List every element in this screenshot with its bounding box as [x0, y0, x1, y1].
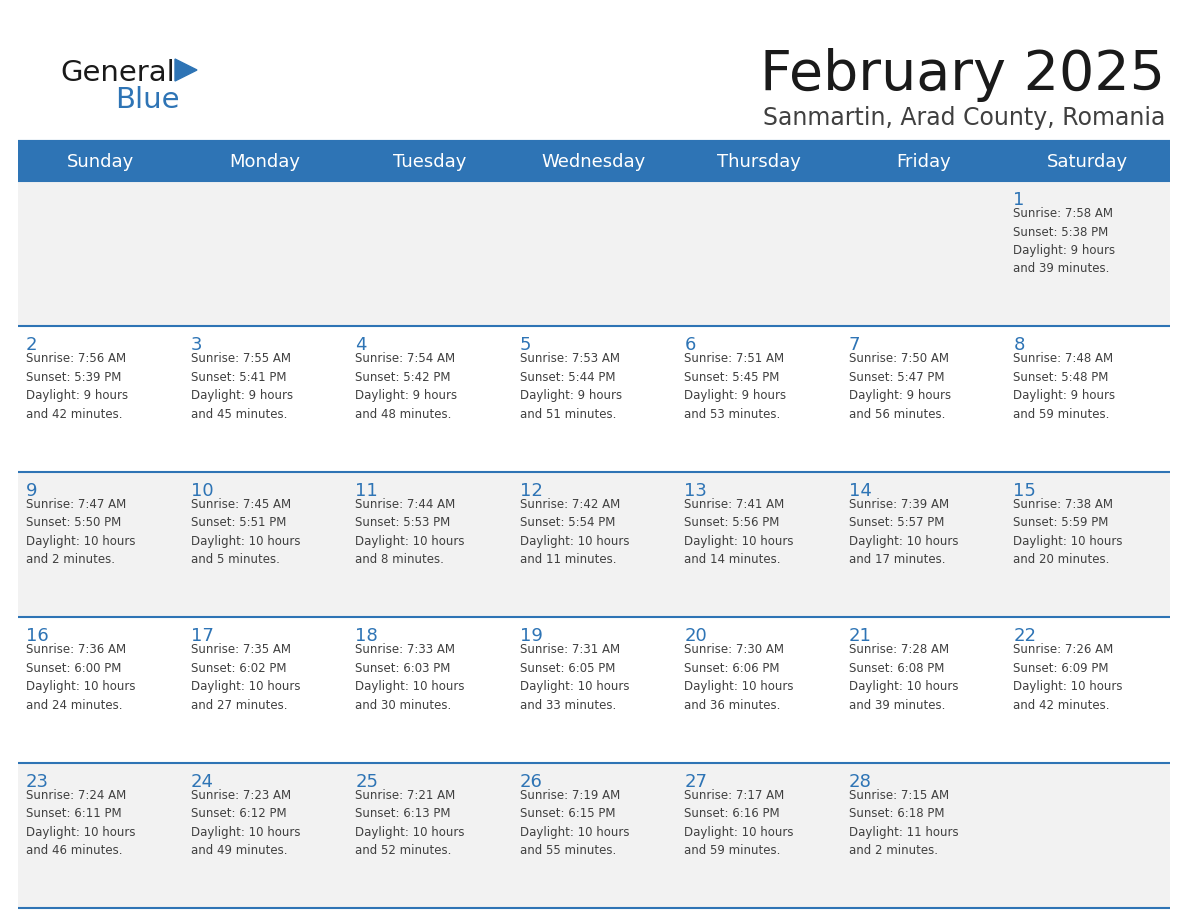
Text: Sunrise: 7:45 AM
Sunset: 5:51 PM
Daylight: 10 hours
and 5 minutes.: Sunrise: 7:45 AM Sunset: 5:51 PM Dayligh…: [190, 498, 301, 566]
Text: Sunrise: 7:42 AM
Sunset: 5:54 PM
Daylight: 10 hours
and 11 minutes.: Sunrise: 7:42 AM Sunset: 5:54 PM Dayligh…: [519, 498, 630, 566]
Text: Sunrise: 7:44 AM
Sunset: 5:53 PM
Daylight: 10 hours
and 8 minutes.: Sunrise: 7:44 AM Sunset: 5:53 PM Dayligh…: [355, 498, 465, 566]
Text: 2: 2: [26, 336, 38, 354]
Text: 4: 4: [355, 336, 367, 354]
Text: 28: 28: [849, 773, 872, 790]
Text: 20: 20: [684, 627, 707, 645]
Text: Sunrise: 7:53 AM
Sunset: 5:44 PM
Daylight: 9 hours
and 51 minutes.: Sunrise: 7:53 AM Sunset: 5:44 PM Dayligh…: [519, 353, 621, 420]
Text: Sunrise: 7:24 AM
Sunset: 6:11 PM
Daylight: 10 hours
and 46 minutes.: Sunrise: 7:24 AM Sunset: 6:11 PM Dayligh…: [26, 789, 135, 857]
Text: 10: 10: [190, 482, 213, 499]
Text: 21: 21: [849, 627, 872, 645]
Text: 6: 6: [684, 336, 696, 354]
Text: Sunrise: 7:58 AM
Sunset: 5:38 PM
Daylight: 9 hours
and 39 minutes.: Sunrise: 7:58 AM Sunset: 5:38 PM Dayligh…: [1013, 207, 1116, 275]
Text: 7: 7: [849, 336, 860, 354]
Text: 3: 3: [190, 336, 202, 354]
Text: Friday: Friday: [896, 153, 950, 171]
Text: 19: 19: [519, 627, 543, 645]
Text: Sunrise: 7:21 AM
Sunset: 6:13 PM
Daylight: 10 hours
and 52 minutes.: Sunrise: 7:21 AM Sunset: 6:13 PM Dayligh…: [355, 789, 465, 857]
Text: Sunrise: 7:26 AM
Sunset: 6:09 PM
Daylight: 10 hours
and 42 minutes.: Sunrise: 7:26 AM Sunset: 6:09 PM Dayligh…: [1013, 644, 1123, 711]
Text: 13: 13: [684, 482, 707, 499]
Text: 12: 12: [519, 482, 543, 499]
Text: Monday: Monday: [229, 153, 301, 171]
Text: Sunrise: 7:15 AM
Sunset: 6:18 PM
Daylight: 11 hours
and 2 minutes.: Sunrise: 7:15 AM Sunset: 6:18 PM Dayligh…: [849, 789, 959, 857]
Bar: [18, 763, 1170, 908]
Text: Sunrise: 7:55 AM
Sunset: 5:41 PM
Daylight: 9 hours
and 45 minutes.: Sunrise: 7:55 AM Sunset: 5:41 PM Dayligh…: [190, 353, 292, 420]
Text: Sanmartin, Arad County, Romania: Sanmartin, Arad County, Romania: [763, 106, 1165, 130]
Text: 5: 5: [519, 336, 531, 354]
Text: Sunrise: 7:38 AM
Sunset: 5:59 PM
Daylight: 10 hours
and 20 minutes.: Sunrise: 7:38 AM Sunset: 5:59 PM Dayligh…: [1013, 498, 1123, 566]
Text: Sunrise: 7:54 AM
Sunset: 5:42 PM
Daylight: 9 hours
and 48 minutes.: Sunrise: 7:54 AM Sunset: 5:42 PM Dayligh…: [355, 353, 457, 420]
Text: Sunrise: 7:50 AM
Sunset: 5:47 PM
Daylight: 9 hours
and 56 minutes.: Sunrise: 7:50 AM Sunset: 5:47 PM Dayligh…: [849, 353, 950, 420]
Bar: [18, 472, 1170, 617]
Text: Tuesday: Tuesday: [393, 153, 466, 171]
Text: Sunday: Sunday: [67, 153, 134, 171]
Bar: [18, 143, 1170, 181]
Text: Sunrise: 7:23 AM
Sunset: 6:12 PM
Daylight: 10 hours
and 49 minutes.: Sunrise: 7:23 AM Sunset: 6:12 PM Dayligh…: [190, 789, 301, 857]
Bar: [18, 617, 1170, 763]
Text: Sunrise: 7:33 AM
Sunset: 6:03 PM
Daylight: 10 hours
and 30 minutes.: Sunrise: 7:33 AM Sunset: 6:03 PM Dayligh…: [355, 644, 465, 711]
Text: Sunrise: 7:35 AM
Sunset: 6:02 PM
Daylight: 10 hours
and 27 minutes.: Sunrise: 7:35 AM Sunset: 6:02 PM Dayligh…: [190, 644, 301, 711]
Text: Sunrise: 7:31 AM
Sunset: 6:05 PM
Daylight: 10 hours
and 33 minutes.: Sunrise: 7:31 AM Sunset: 6:05 PM Dayligh…: [519, 644, 630, 711]
Text: Sunrise: 7:39 AM
Sunset: 5:57 PM
Daylight: 10 hours
and 17 minutes.: Sunrise: 7:39 AM Sunset: 5:57 PM Dayligh…: [849, 498, 959, 566]
Text: 26: 26: [519, 773, 543, 790]
Text: Sunrise: 7:51 AM
Sunset: 5:45 PM
Daylight: 9 hours
and 53 minutes.: Sunrise: 7:51 AM Sunset: 5:45 PM Dayligh…: [684, 353, 786, 420]
Text: 14: 14: [849, 482, 872, 499]
Text: 16: 16: [26, 627, 49, 645]
Text: Sunrise: 7:36 AM
Sunset: 6:00 PM
Daylight: 10 hours
and 24 minutes.: Sunrise: 7:36 AM Sunset: 6:00 PM Dayligh…: [26, 644, 135, 711]
Text: February 2025: February 2025: [760, 48, 1165, 102]
Text: Sunrise: 7:48 AM
Sunset: 5:48 PM
Daylight: 9 hours
and 59 minutes.: Sunrise: 7:48 AM Sunset: 5:48 PM Dayligh…: [1013, 353, 1116, 420]
Text: 8: 8: [1013, 336, 1025, 354]
Text: Thursday: Thursday: [716, 153, 801, 171]
Text: 23: 23: [26, 773, 49, 790]
Text: 15: 15: [1013, 482, 1036, 499]
Text: 22: 22: [1013, 627, 1036, 645]
Text: Sunrise: 7:28 AM
Sunset: 6:08 PM
Daylight: 10 hours
and 39 minutes.: Sunrise: 7:28 AM Sunset: 6:08 PM Dayligh…: [849, 644, 959, 711]
Text: 18: 18: [355, 627, 378, 645]
Text: 25: 25: [355, 773, 378, 790]
Text: 9: 9: [26, 482, 38, 499]
Polygon shape: [175, 59, 197, 81]
Text: General: General: [61, 59, 175, 87]
Text: Sunrise: 7:41 AM
Sunset: 5:56 PM
Daylight: 10 hours
and 14 minutes.: Sunrise: 7:41 AM Sunset: 5:56 PM Dayligh…: [684, 498, 794, 566]
Text: Saturday: Saturday: [1047, 153, 1129, 171]
Text: Sunrise: 7:30 AM
Sunset: 6:06 PM
Daylight: 10 hours
and 36 minutes.: Sunrise: 7:30 AM Sunset: 6:06 PM Dayligh…: [684, 644, 794, 711]
Text: Sunrise: 7:17 AM
Sunset: 6:16 PM
Daylight: 10 hours
and 59 minutes.: Sunrise: 7:17 AM Sunset: 6:16 PM Dayligh…: [684, 789, 794, 857]
Text: 11: 11: [355, 482, 378, 499]
Text: Sunrise: 7:47 AM
Sunset: 5:50 PM
Daylight: 10 hours
and 2 minutes.: Sunrise: 7:47 AM Sunset: 5:50 PM Dayligh…: [26, 498, 135, 566]
Bar: [18, 181, 1170, 327]
Text: 24: 24: [190, 773, 214, 790]
Text: 27: 27: [684, 773, 707, 790]
Text: 1: 1: [1013, 191, 1025, 209]
Text: Sunrise: 7:56 AM
Sunset: 5:39 PM
Daylight: 9 hours
and 42 minutes.: Sunrise: 7:56 AM Sunset: 5:39 PM Dayligh…: [26, 353, 128, 420]
Bar: [18, 327, 1170, 472]
Text: Wednesday: Wednesday: [542, 153, 646, 171]
Text: Sunrise: 7:19 AM
Sunset: 6:15 PM
Daylight: 10 hours
and 55 minutes.: Sunrise: 7:19 AM Sunset: 6:15 PM Dayligh…: [519, 789, 630, 857]
Text: Blue: Blue: [115, 86, 179, 114]
Text: 17: 17: [190, 627, 214, 645]
